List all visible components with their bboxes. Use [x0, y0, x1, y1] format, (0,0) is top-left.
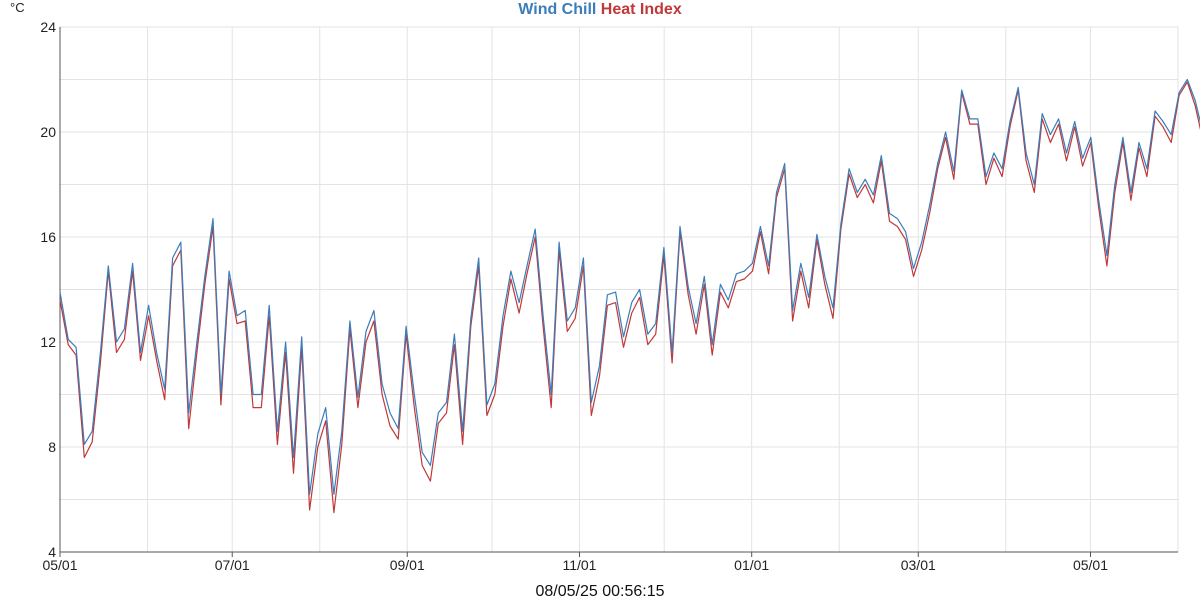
x-tick-label: 05/01: [42, 557, 77, 573]
heat-index-line: [59, 81, 1200, 514]
y-axis-unit: °C: [10, 0, 25, 15]
y-tick-label: 20: [40, 124, 56, 140]
x-tick-label: 05/01: [1073, 557, 1108, 573]
y-tick-label: 16: [40, 229, 56, 245]
legend-wind-chill: Wind Chill: [518, 1, 597, 18]
chart-title: Wind Chill Heat Index: [0, 0, 1200, 20]
y-tick-label: 4: [48, 544, 56, 560]
y-tick-label: 12: [40, 334, 56, 350]
legend-heat-index: Heat Index: [600, 1, 682, 18]
x-tick-label: 01/01: [734, 557, 769, 573]
timestamp-footer: 08/05/25 00:56:15: [535, 583, 665, 600]
x-tick-label: 09/01: [390, 557, 425, 573]
y-tick-label: 8: [48, 439, 56, 455]
x-tick-label: 03/01: [901, 557, 936, 573]
y-tick-label: 24: [40, 19, 56, 35]
x-tick-label: 07/01: [215, 557, 250, 573]
wind-chill-line: [59, 78, 1200, 495]
x-tick-label: 11/01: [562, 557, 596, 573]
